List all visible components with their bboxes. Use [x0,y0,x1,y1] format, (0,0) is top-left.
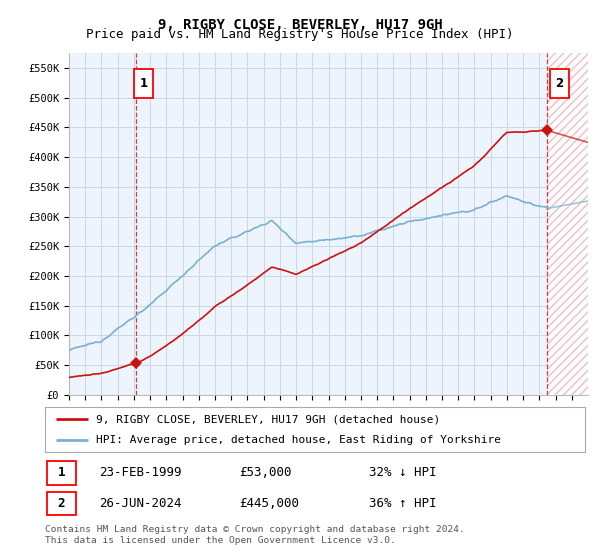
Text: 36% ↑ HPI: 36% ↑ HPI [369,497,437,510]
Text: £53,000: £53,000 [239,466,292,479]
FancyBboxPatch shape [47,492,76,515]
Text: HPI: Average price, detached house, East Riding of Yorkshire: HPI: Average price, detached house, East… [96,435,502,445]
Text: 2: 2 [58,497,65,510]
Text: 32% ↓ HPI: 32% ↓ HPI [369,466,437,479]
FancyBboxPatch shape [47,461,76,484]
Text: 1: 1 [58,466,65,479]
Text: 9, RIGBY CLOSE, BEVERLEY, HU17 9GH: 9, RIGBY CLOSE, BEVERLEY, HU17 9GH [158,18,442,32]
Text: 26-JUN-2024: 26-JUN-2024 [99,497,182,510]
Text: 1: 1 [139,77,148,90]
Text: Contains HM Land Registry data © Crown copyright and database right 2024.
This d: Contains HM Land Registry data © Crown c… [45,525,465,545]
FancyBboxPatch shape [550,68,569,97]
Text: 9, RIGBY CLOSE, BEVERLEY, HU17 9GH (detached house): 9, RIGBY CLOSE, BEVERLEY, HU17 9GH (deta… [96,414,440,424]
Text: 23-FEB-1999: 23-FEB-1999 [99,466,182,479]
FancyBboxPatch shape [134,68,153,97]
Text: £445,000: £445,000 [239,497,299,510]
Text: 2: 2 [556,77,563,90]
Text: Price paid vs. HM Land Registry's House Price Index (HPI): Price paid vs. HM Land Registry's House … [86,28,514,41]
